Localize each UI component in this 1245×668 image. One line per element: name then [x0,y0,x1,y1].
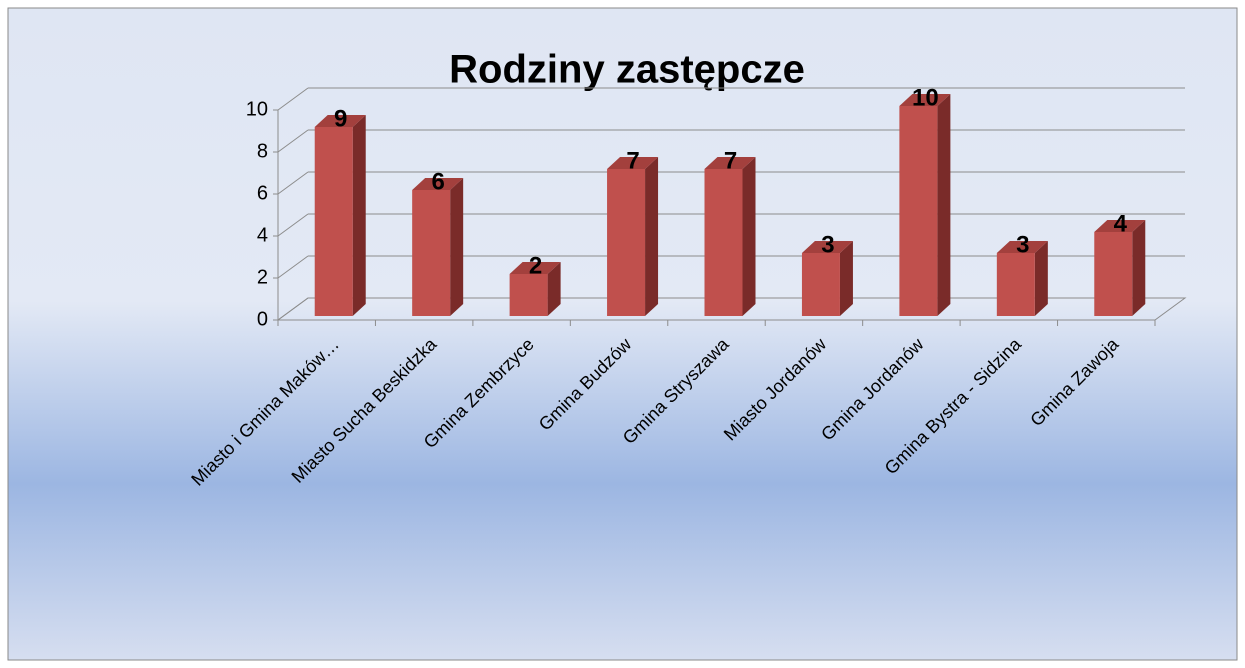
bar-side [839,241,853,316]
bar-front [509,274,548,316]
bar-top [509,262,561,274]
bar-front [899,106,938,316]
y-tick-label: 0 [257,308,268,330]
bar [899,94,951,316]
data-label: 3 [821,231,834,258]
data-label: 2 [529,252,542,279]
bar-front [314,127,353,316]
bar-top [996,241,1048,253]
bar [314,115,366,316]
bar [1094,220,1146,316]
grid-line [277,87,309,111]
bar-side [547,262,561,316]
data-label: 3 [1016,231,1029,258]
bar-top [314,115,366,127]
bar-top [704,157,756,169]
bar-top [801,241,853,253]
bar-front [1094,232,1133,316]
bar-side [352,115,366,316]
bar-side [1034,241,1048,316]
bar [412,178,464,316]
y-tick-label: 6 [257,182,268,204]
data-label: 9 [334,105,347,132]
chart-title: Rodziny zastępcze [449,48,805,92]
grid-line [277,213,309,237]
bar [704,157,756,316]
bar-front [607,169,646,316]
data-label: 7 [724,147,737,174]
bar-top [607,157,659,169]
data-label: 4 [1114,210,1128,237]
bar [607,157,659,316]
y-tick-label: 2 [257,266,268,288]
bar-front [412,190,451,316]
grid-line [277,171,309,195]
bar [509,262,561,316]
chart-background [7,7,1238,661]
y-tick-label: 8 [257,140,268,162]
y-tick-label: 10 [246,98,268,120]
data-label: 10 [912,84,939,111]
bar-side [450,178,464,316]
bar-top [412,178,464,190]
bar [801,241,853,316]
bar-side [742,157,756,316]
bar-side [645,157,659,316]
bar-side [1132,220,1146,316]
bar-top [1094,220,1146,232]
grid-line [277,255,309,279]
bar-side [937,94,951,316]
grid-line [277,129,309,153]
bar-front [996,253,1035,316]
bar-top [899,94,951,106]
bar-front [801,253,840,316]
bar [996,241,1048,316]
y-tick-label: 4 [257,224,268,246]
grid-line [277,297,309,321]
data-label: 6 [431,168,444,195]
bar-front [704,169,743,316]
data-label: 7 [626,147,639,174]
